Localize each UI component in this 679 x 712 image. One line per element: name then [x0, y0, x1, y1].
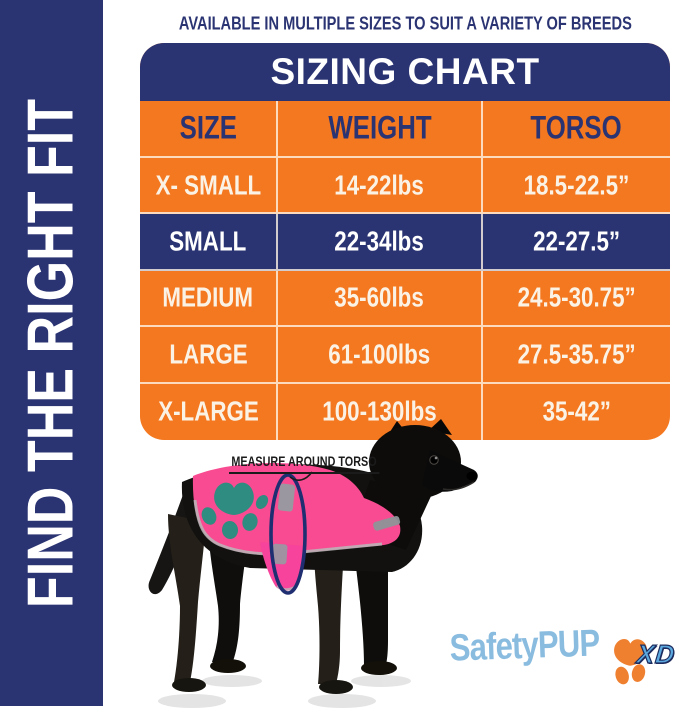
dog-front-leg-far [314, 548, 344, 684]
cell-torso: 22-27.5” [532, 224, 621, 258]
dog-front-leg-near [354, 544, 388, 668]
cell-size: SMALL [140, 214, 278, 269]
table-row: SMALL 22-34lbs 22-27.5” [140, 214, 670, 271]
cell-weight: 14-22lbs [278, 158, 483, 213]
dog-illustration [148, 419, 478, 708]
brand-logo: SafetyPUP XD [449, 621, 677, 696]
brand-name: SafetyPUP [449, 621, 601, 669]
cell-size: X- SMALL [140, 158, 278, 213]
column-header-size: SIZE [140, 101, 278, 156]
sizing-chart-title: SIZING CHART [270, 51, 540, 92]
table-body: X- SMALL 14-22lbs 18.5-22.5” SMALL 22-34… [140, 158, 670, 440]
table-row: MEDIUM 35-60lbs 24.5-30.75” [140, 270, 670, 328]
cell-weight: 100-130lbs [278, 383, 483, 440]
dog-mouth [442, 481, 475, 491]
cell-size: MEDIUM [140, 270, 278, 326]
cell-size: LARGE [140, 327, 278, 382]
column-header-weight: WEIGHT [278, 101, 483, 156]
safety-vest [192, 463, 401, 591]
cell-torso: 27.5-35.75” [517, 337, 636, 371]
vertical-tagline-text: FIND THE RIGHT FIT [15, 98, 88, 608]
cell-size: X-LARGE [140, 383, 278, 440]
dog-rear-leg-far [168, 514, 206, 682]
logo-paw-icon [614, 638, 648, 685]
brand-suffix: XD [635, 638, 677, 669]
availability-banner-text: AVAILABLE IN MULTIPLE SIZES TO SUIT A VA… [178, 13, 632, 34]
table-row: LARGE 61-100lbs 27.5-35.75” [140, 327, 670, 384]
measure-around-torso-label: MEASURE AROUND TORSO [229, 454, 380, 474]
ground-shadow [158, 675, 411, 708]
cell-weight: 61-100lbs [278, 327, 483, 382]
table-row: X-LARGE 100-130lbs 35-42” [140, 383, 670, 440]
paw-print-icon [201, 482, 269, 539]
reflective-strip [277, 483, 296, 512]
cell-torso: 18.5-22.5” [523, 168, 630, 201]
table-row: X- SMALL 14-22lbs 18.5-22.5” [140, 158, 670, 215]
cell-weight: 22-34lbs [278, 214, 483, 269]
table-header-row: SIZE WEIGHT TORSO [140, 101, 670, 158]
sizing-chart-title-band: SIZING CHART [140, 43, 670, 101]
column-header-torso: TORSO [530, 110, 623, 146]
dog-photo [100, 419, 520, 712]
dog-eye [429, 455, 439, 465]
torso-ring [269, 473, 307, 595]
dog-nose [466, 471, 478, 481]
cell-torso: 35-42” [542, 395, 611, 428]
sizing-chart-panel: SIZING CHART SIZE WEIGHT TORSO X- SMALL … [140, 43, 670, 440]
reflective-strip [373, 516, 401, 531]
reflective-strip [271, 543, 288, 565]
availability-banner: AVAILABLE IN MULTIPLE SIZES TO SUIT A VA… [140, 13, 670, 34]
cell-torso: 24.5-30.75” [517, 281, 636, 314]
vertical-tagline-bar: FIND THE RIGHT FIT [0, 0, 103, 706]
cell-weight: 35-60lbs [278, 270, 483, 326]
